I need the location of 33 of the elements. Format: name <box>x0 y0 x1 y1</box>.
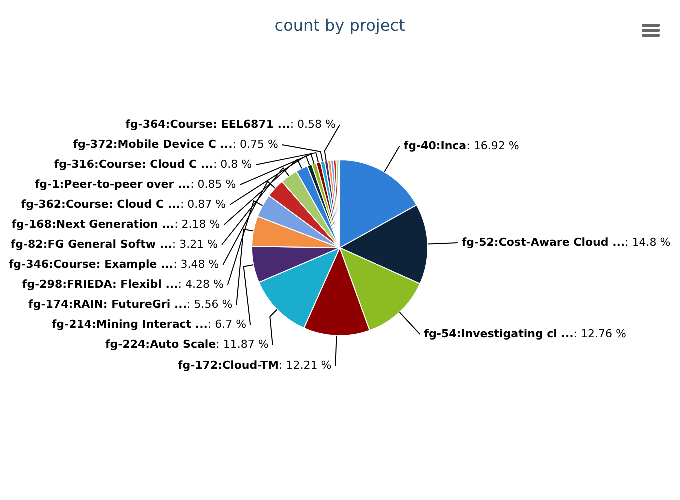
slice-label: fg-52:Cost-Aware Cloud ... <box>462 236 626 249</box>
slice-label: fg-168:Next Generation ... <box>12 218 175 231</box>
data-label: : 6.7 % <box>208 318 247 331</box>
slice-label: fg-224:Auto Scale <box>105 338 216 351</box>
data-label: : 0.58 % <box>290 118 336 131</box>
slice-label: fg-54:Investigating cl ... <box>424 328 574 341</box>
slice-label: fg-172:Cloud-TM <box>178 358 280 372</box>
data-label: : 12.21 % <box>279 358 332 372</box>
slice-label: fg-214:Mining Interact ... <box>52 318 208 331</box>
data-label: : 14.8 % <box>625 236 671 249</box>
data-label: : 16.92 % <box>466 139 520 152</box>
data-label: : 0.85 % <box>190 178 236 191</box>
slice-label: fg-362:Course: Cloud C ... <box>21 198 180 211</box>
slice-label: fg-40:Inca <box>404 139 467 152</box>
data-label: : 11.87 % <box>216 338 269 351</box>
slice-label: fg-364:Course: EEL6871 ... <box>126 118 290 131</box>
slice-label: fg-316:Course: Cloud C ... <box>54 158 214 171</box>
data-label: : 4.28 % <box>178 278 224 291</box>
slice-label: fg-82:FG General Softw ... <box>10 238 172 251</box>
slice-label: fg-174:RAIN: FutureGri ... <box>28 298 188 311</box>
slice-label: fg-346:Course: Example ... <box>8 258 174 271</box>
slice-label: fg-298:FRIEDA: Flexibl ... <box>22 278 178 291</box>
data-label: : 0.87 % <box>180 198 226 211</box>
data-label: : 0.8 % <box>213 158 252 171</box>
data-label: : 2.18 % <box>174 218 220 231</box>
data-label: : 12.76 % <box>574 328 626 341</box>
data-label: : 5.56 % <box>187 298 233 311</box>
slice-label: fg-372:Mobile Device C ... <box>73 138 233 151</box>
chart-title: count by project <box>274 16 406 35</box>
data-label: : 0.75 % <box>232 138 278 151</box>
data-label: : 3.48 % <box>174 258 220 271</box>
slice-label: fg-1:Peer-to-peer over ... <box>34 178 191 191</box>
data-label: : 3.21 % <box>172 238 218 251</box>
